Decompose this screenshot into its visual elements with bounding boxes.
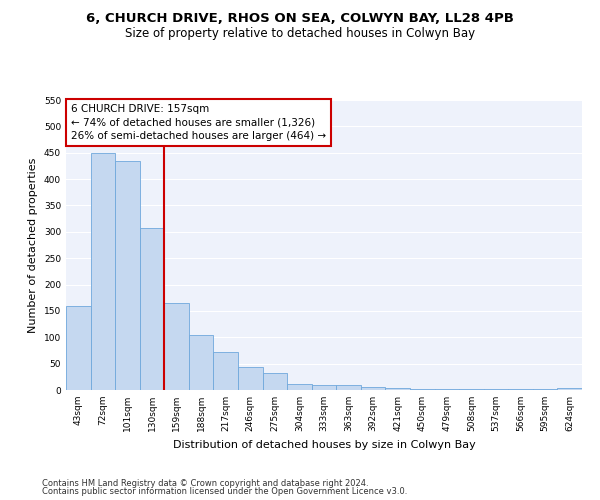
Bar <box>336 384 361 390</box>
Bar <box>385 388 410 390</box>
Bar <box>66 306 91 390</box>
Bar <box>189 334 214 390</box>
Bar <box>287 384 312 390</box>
Text: 6, CHURCH DRIVE, RHOS ON SEA, COLWYN BAY, LL28 4PB: 6, CHURCH DRIVE, RHOS ON SEA, COLWYN BAY… <box>86 12 514 26</box>
Text: Contains HM Land Registry data © Crown copyright and database right 2024.: Contains HM Land Registry data © Crown c… <box>42 478 368 488</box>
Bar <box>164 303 189 390</box>
Bar <box>140 228 164 390</box>
Bar <box>263 372 287 390</box>
Text: 6 CHURCH DRIVE: 157sqm
← 74% of detached houses are smaller (1,326)
26% of semi-: 6 CHURCH DRIVE: 157sqm ← 74% of detached… <box>71 104 326 141</box>
Bar <box>115 160 140 390</box>
Text: Contains public sector information licensed under the Open Government Licence v3: Contains public sector information licen… <box>42 487 407 496</box>
Text: Size of property relative to detached houses in Colwyn Bay: Size of property relative to detached ho… <box>125 28 475 40</box>
Bar <box>312 384 336 390</box>
Bar <box>410 389 434 390</box>
Bar <box>91 154 115 390</box>
Bar <box>557 388 582 390</box>
Bar <box>361 388 385 390</box>
X-axis label: Distribution of detached houses by size in Colwyn Bay: Distribution of detached houses by size … <box>173 440 475 450</box>
Bar <box>238 367 263 390</box>
Bar <box>214 352 238 390</box>
Y-axis label: Number of detached properties: Number of detached properties <box>28 158 38 332</box>
